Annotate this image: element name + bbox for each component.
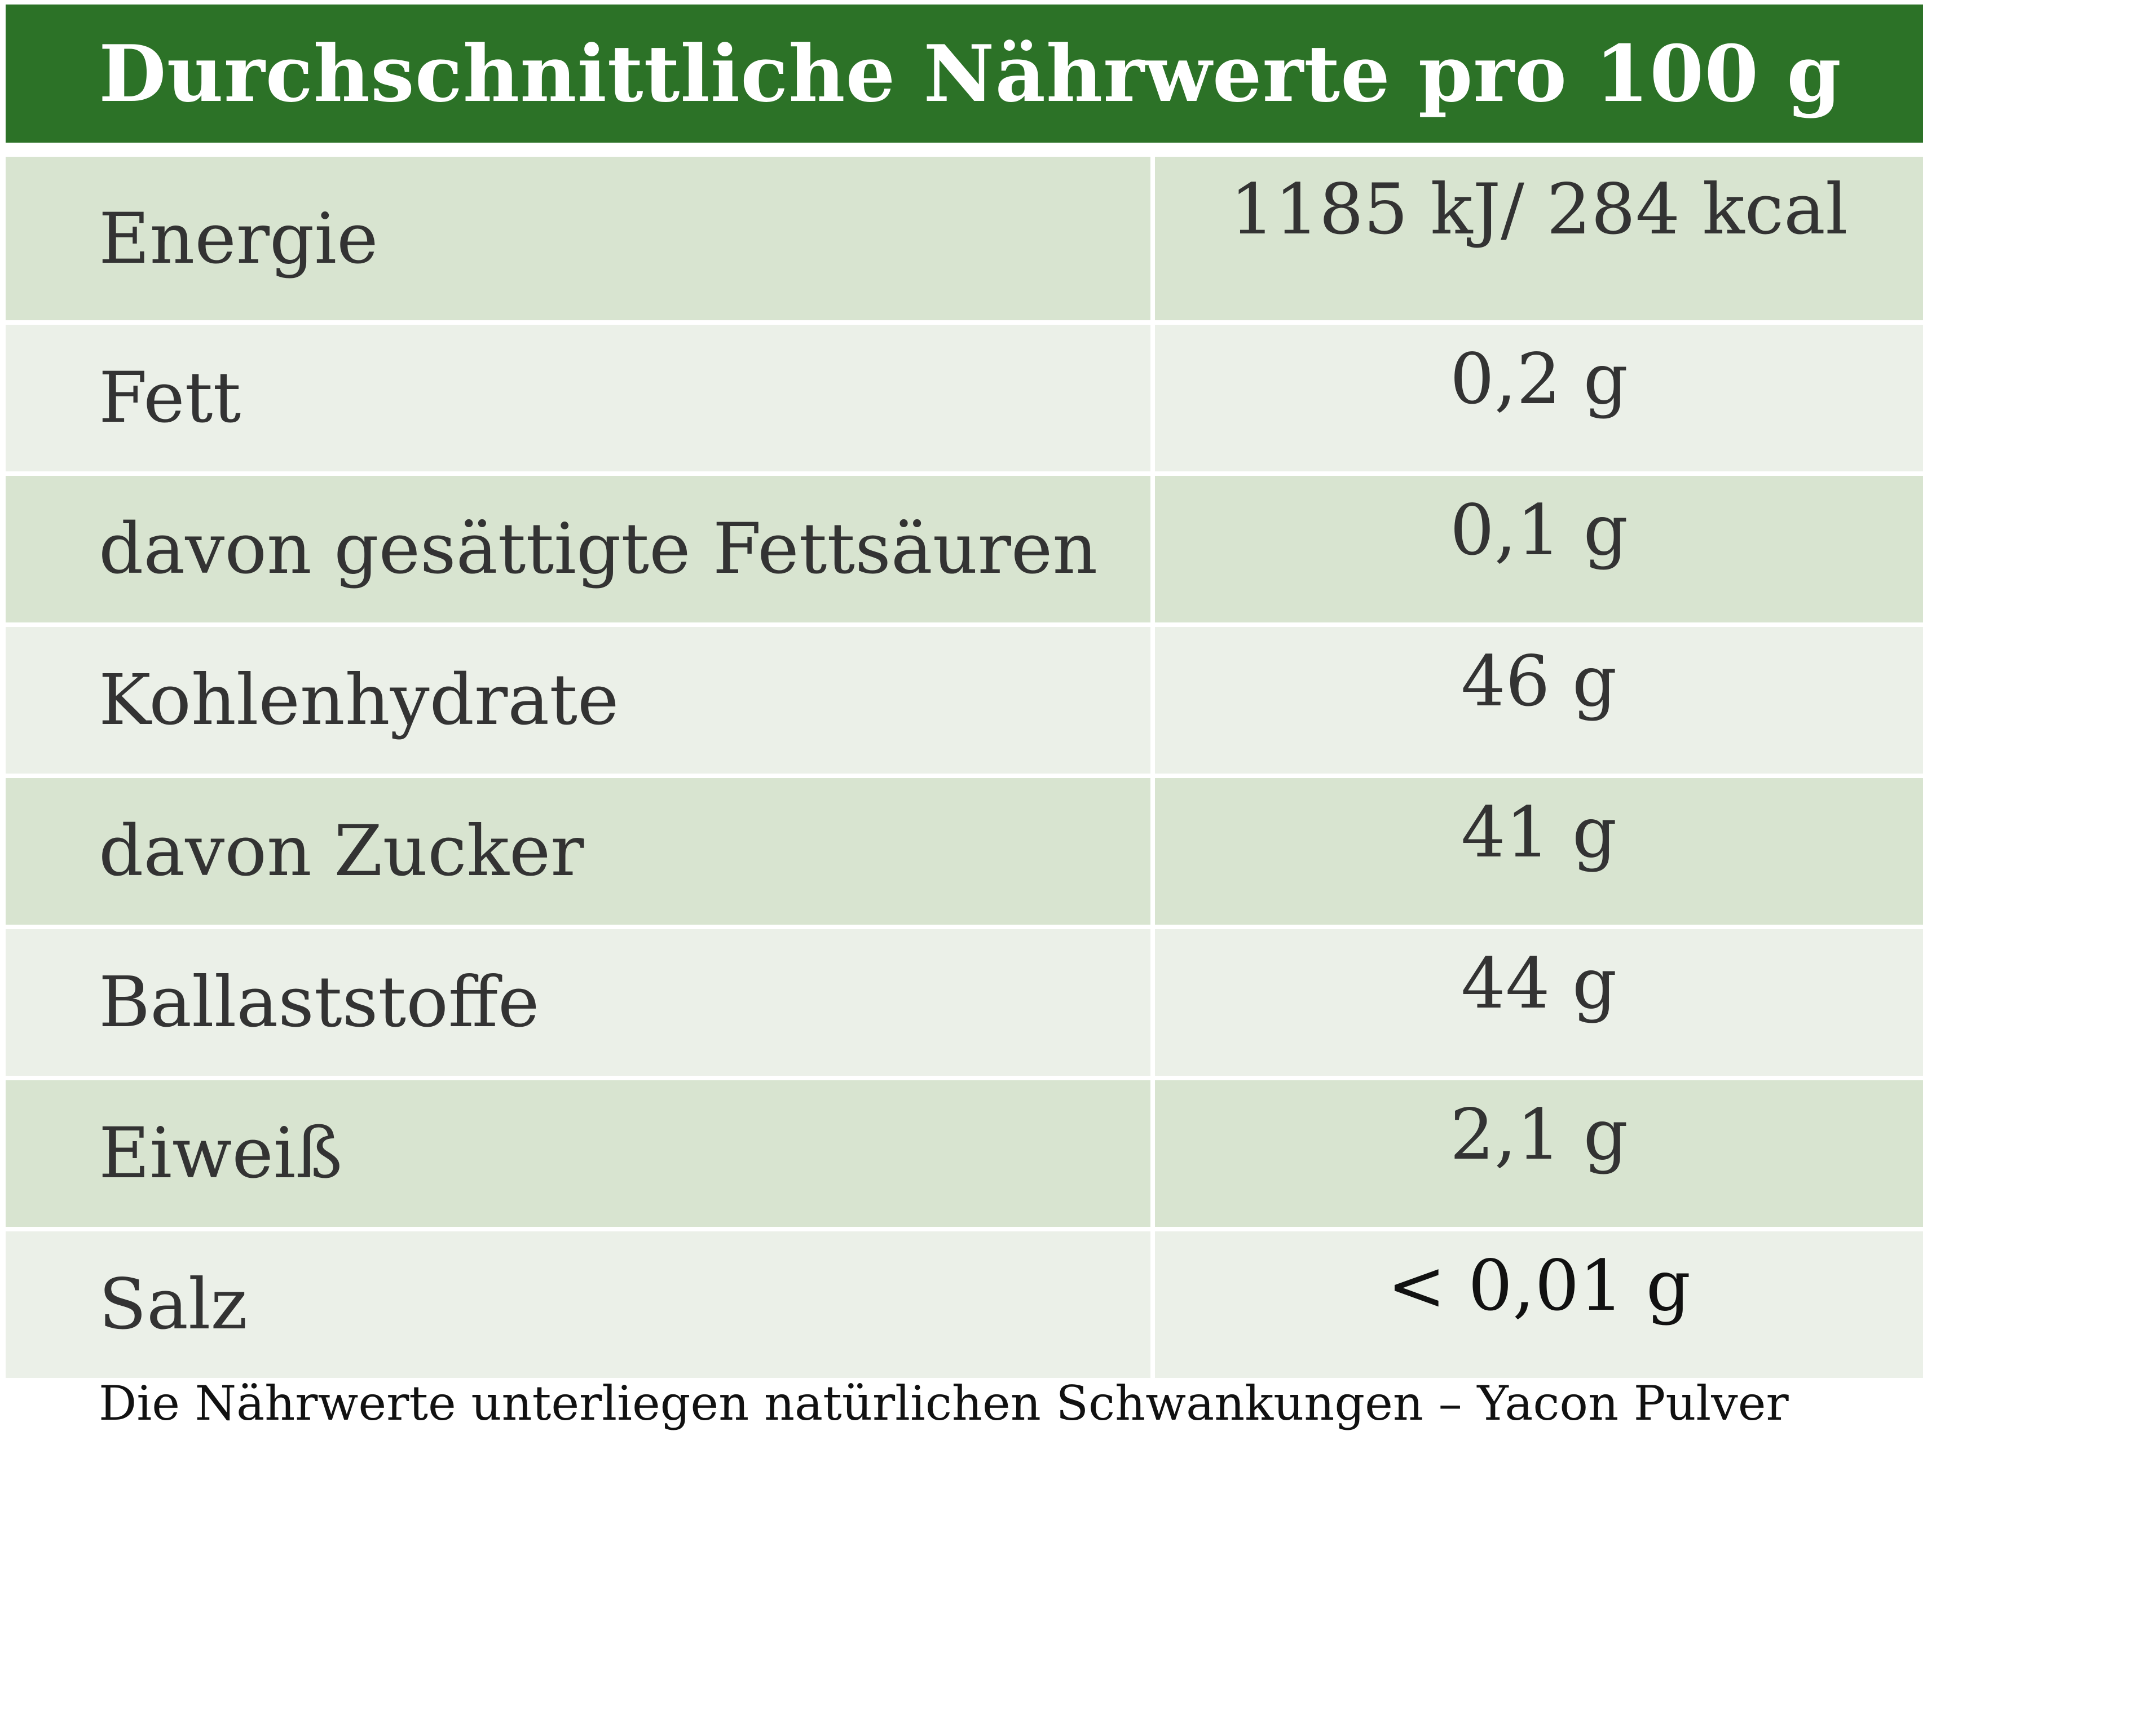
row-value-text: 0,2 g (1450, 339, 1628, 420)
row-label-text: Kohlenhydrate (99, 660, 619, 741)
table-row-kohlenhydrate: Kohlenhydrate 46 g (6, 627, 1923, 778)
row-label: Ballaststoffe (6, 929, 1155, 1076)
row-label: davon Zucker (6, 778, 1155, 925)
row-value-text: 0,1 g (1450, 490, 1628, 571)
row-value: 1185 kJ/ 284 kcal (1155, 157, 1923, 320)
row-label-text: Salz (99, 1264, 248, 1345)
table-title: Durchschnittliche Nährwerte pro 100 g (6, 5, 1923, 143)
row-label: Energie (6, 157, 1155, 320)
row-label-text: Fett (99, 357, 241, 439)
row-label: Eiweiß (6, 1080, 1155, 1227)
row-label: davon gesättigte Fettsäuren (6, 476, 1155, 622)
row-value: 46 g (1155, 627, 1923, 774)
row-value-text: 44 g (1461, 943, 1617, 1024)
row-label: Fett (6, 325, 1155, 471)
row-value: 41 g (1155, 778, 1923, 925)
row-value-text: 2,1 g (1450, 1094, 1628, 1176)
row-value: 0,1 g (1155, 476, 1923, 622)
row-value-text: 46 g (1461, 641, 1617, 722)
row-value-text: < 0,01 g (1387, 1245, 1691, 1327)
row-value-text: 1185 kJ/ 284 kcal (1230, 169, 1848, 250)
row-label-text: Energie (99, 198, 378, 280)
nutrition-table: Durchschnittliche Nährwerte pro 100 g En… (6, 5, 1923, 1378)
row-label-text: Eiweiß (99, 1113, 343, 1194)
row-value: 2,1 g (1155, 1080, 1923, 1227)
row-label-text: davon Zucker (99, 811, 584, 892)
row-label-text: davon gesättigte Fettsäuren (99, 509, 1098, 590)
table-row-eiweiss: Eiweiß 2,1 g (6, 1080, 1923, 1231)
table-row-ballaststoffe: Ballaststoffe 44 g (6, 929, 1923, 1080)
table-row-salz: Salz < 0,01 g (6, 1231, 1923, 1378)
row-value: 44 g (1155, 929, 1923, 1076)
row-value-text: 41 g (1461, 792, 1617, 873)
row-value: < 0,01 g (1155, 1231, 1923, 1378)
table-row-zucker: davon Zucker 41 g (6, 778, 1923, 929)
row-value: 0,2 g (1155, 325, 1923, 471)
header-spacer (6, 143, 1923, 157)
row-label: Kohlenhydrate (6, 627, 1155, 774)
row-label: Salz (6, 1231, 1155, 1378)
footnote: Die Nährwerte unterliegen natürlichen Sc… (99, 1376, 1789, 1431)
table-row-fett: Fett 0,2 g (6, 325, 1923, 476)
table-row-energie: Energie 1185 kJ/ 284 kcal (6, 157, 1923, 325)
table-row-gesaettigte-fettsaeuren: davon gesättigte Fettsäuren 0,1 g (6, 476, 1923, 627)
row-label-text: Ballaststoffe (99, 962, 540, 1043)
